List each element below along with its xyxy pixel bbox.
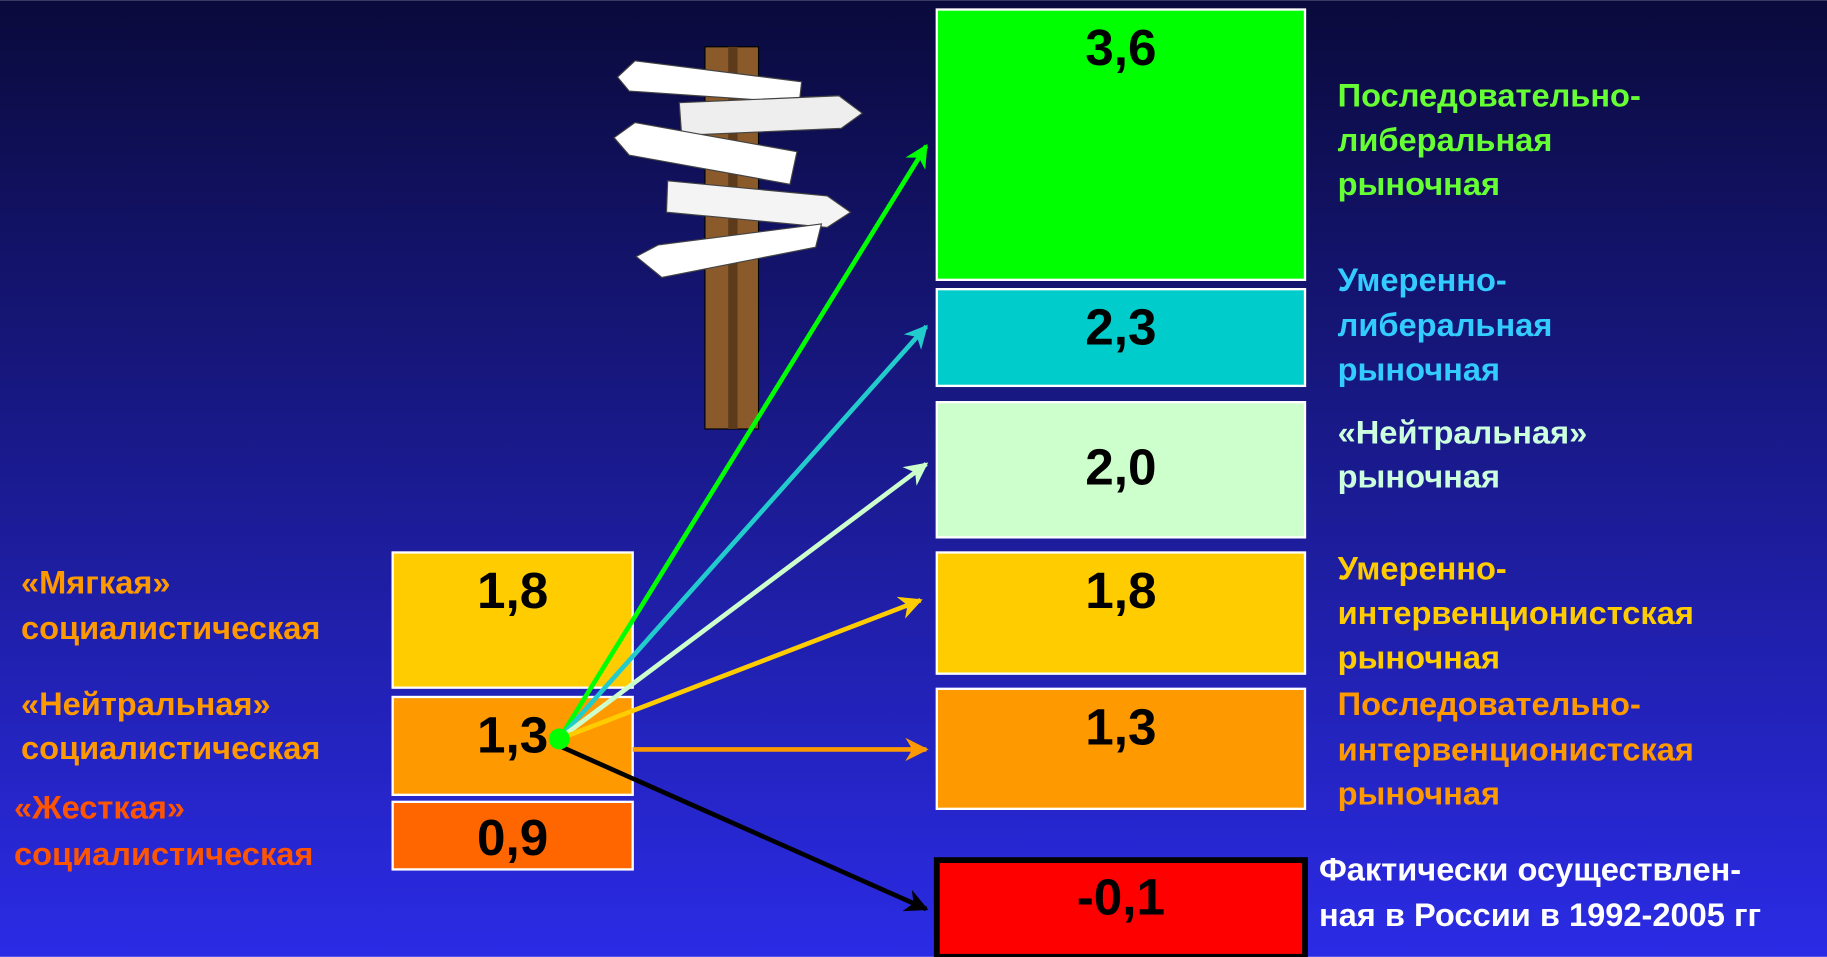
value-box [935, 287, 1307, 388]
box-label: рыночная [1338, 458, 1500, 495]
box-value: 2,0 [1085, 438, 1156, 495]
box-value: 1,8 [1085, 562, 1156, 619]
box-value: 2,3 [1085, 299, 1156, 356]
box-label: рыночная [1338, 775, 1500, 812]
box-label: Умеренно- [1338, 550, 1507, 587]
box-label: рыночная [1338, 638, 1500, 675]
box-value: -0,1 [1077, 868, 1165, 925]
box-label: Последовательно- [1338, 685, 1641, 722]
box-label: Фактически осуществлен- [1319, 850, 1741, 887]
box-value: 1,3 [1085, 698, 1156, 755]
value-box [935, 8, 1307, 282]
value-box [935, 687, 1307, 810]
box-label: «Мягкая» [21, 564, 171, 601]
box-label: рыночная [1338, 165, 1500, 202]
box-label: либеральная [1338, 121, 1553, 158]
box-value: 1,3 [477, 706, 548, 763]
box-label: социалистическая [14, 835, 313, 872]
box-label: интервенционистская [1338, 730, 1694, 767]
box-label: «Нейтральная» [21, 685, 271, 722]
value-box [935, 551, 1307, 675]
box-label: социалистическая [21, 729, 320, 766]
value-box [933, 857, 1308, 957]
box-label: интервенционистская [1338, 594, 1694, 631]
box-label: Последовательно- [1338, 77, 1641, 114]
arrows [548, 143, 929, 912]
signpost [613, 46, 864, 430]
value-box [935, 401, 1307, 539]
box-label: Умеренно- [1338, 261, 1507, 298]
box-label: рыночная [1338, 350, 1500, 387]
box-value: 3,6 [1085, 19, 1156, 76]
box-label: «Жесткая» [14, 789, 185, 826]
box-value: 0,9 [477, 809, 548, 866]
box-label: либеральная [1338, 306, 1553, 343]
value-box [391, 551, 634, 689]
box-label: «Нейтральная» [1338, 413, 1588, 450]
box-label: социалистическая [21, 609, 320, 646]
box-value: 1,8 [477, 562, 548, 619]
box-label: ная в России в 1992-2005 гг [1319, 896, 1761, 933]
value-box [391, 800, 634, 871]
